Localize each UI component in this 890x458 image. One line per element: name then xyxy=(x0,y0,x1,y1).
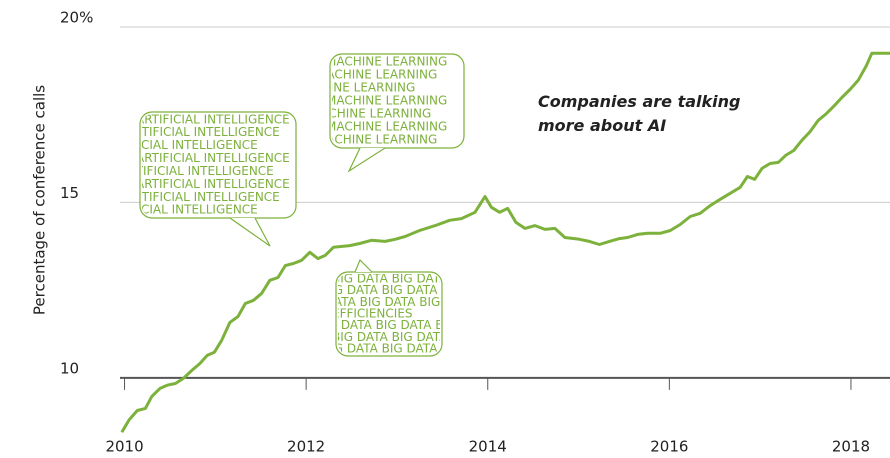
bubble-line: BIG DATA BIG DATA BIG DATA xyxy=(332,272,508,286)
y-tick-label: 15 xyxy=(60,184,79,202)
bubble-line: MACHINE LEARNING xyxy=(326,54,447,68)
bubble-line: ARTIFICIAL INTELLIGENCE xyxy=(136,112,290,126)
speech-bubble xyxy=(329,53,465,149)
bubble-line: BIG DATA BIG DATA BIG DATA xyxy=(332,330,508,344)
bubble-line: BIG DATA BIG DATA BIG DATA xyxy=(322,342,498,356)
bubble-line: ARTIFICIAL INTELLIGENCE xyxy=(136,151,290,165)
y-axis-label: Percentage of conference calls xyxy=(31,85,49,315)
x-tick-label: 2016 xyxy=(650,438,688,456)
speech-bubble xyxy=(139,111,297,219)
bubble-line: MACHINE LEARNING xyxy=(310,107,431,121)
x-tick-label: 2018 xyxy=(832,438,870,456)
speech-tail xyxy=(354,258,373,273)
bubble-line: MACHINE LEARNING xyxy=(326,120,447,134)
data-line xyxy=(120,51,890,433)
bubble-line: ARTIFICIAL INTELLIGENCE xyxy=(126,190,280,204)
speech-tail xyxy=(229,217,271,247)
bubble-line: ARTIFICIAL INTELLIGENCE xyxy=(104,138,258,152)
speech-tail xyxy=(347,147,386,173)
bubble-line: BIG DATA BIG DATA BIG DATA xyxy=(316,318,492,332)
bubble-line: ARTIFICIAL INTELLIGENCE xyxy=(120,164,274,178)
speech-bubble xyxy=(335,271,443,357)
bubble-line: BIG DATA BIG DATA BIG DATA xyxy=(322,283,498,297)
bubble-line: MACHINE LEARNING xyxy=(326,94,447,108)
bubble-line: MACHINE LEARNING xyxy=(294,80,415,94)
bubble-line: BIG DATA BIG DATA BIG DATA xyxy=(300,295,476,309)
x-tick-label: 2014 xyxy=(469,438,507,456)
annotation-text: more about AI xyxy=(538,116,666,135)
annotation: Companies are talking more about AI xyxy=(538,92,740,135)
bubble-line: ARTIFICIAL INTELLIGENCE xyxy=(126,125,280,139)
annotation-text: Companies are talking xyxy=(538,92,740,111)
bubble-line: ARTIFICIAL INTELLIGENCE xyxy=(136,177,290,191)
bubble-line: MACHINE LEARNING xyxy=(316,67,437,81)
bubble-line: ARTIFICIAL INTELLIGENCE xyxy=(104,203,258,217)
bubble-line: MACHINE LEARNING xyxy=(316,133,437,147)
x-tick-label: 2012 xyxy=(287,438,325,456)
y-tick-label: 10 xyxy=(60,359,79,377)
x-tick-label: 2010 xyxy=(105,438,143,456)
y-tick-label: 20% xyxy=(60,9,93,27)
bubble-line: EFFICIENCIES xyxy=(332,307,413,321)
